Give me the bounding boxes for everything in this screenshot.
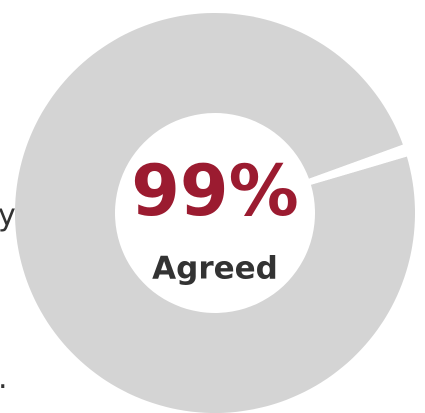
center-label: Agreed [152,251,278,287]
donut-slice [308,144,407,185]
donut [15,13,415,413]
background-text: . [0,361,8,396]
donut-slice [15,13,415,413]
background-text: y [0,198,16,233]
center-value: 99% [131,150,299,232]
